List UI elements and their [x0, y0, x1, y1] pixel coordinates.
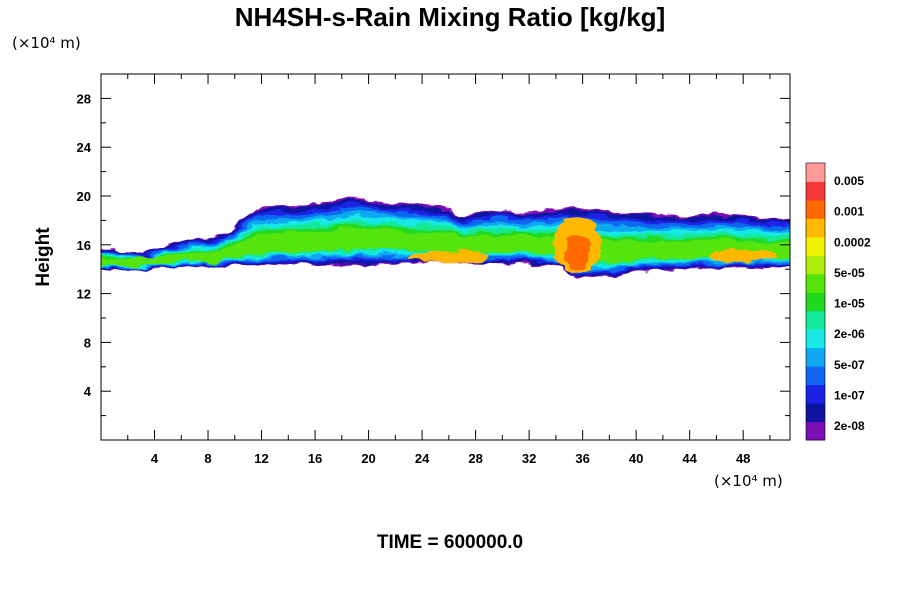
colorbar-swatch: [806, 421, 825, 441]
x-tick-label: 4: [151, 451, 159, 466]
colorbar-swatch: [806, 347, 825, 367]
x-tick-label: 20: [361, 451, 375, 466]
colorbar-label: 2e-08: [834, 419, 865, 433]
colorbar-swatch: [806, 292, 825, 312]
x-tick-label: 44: [682, 451, 697, 466]
colorbar-label: 5e-05: [834, 266, 865, 280]
y-tick-label: 28: [77, 91, 91, 106]
colorbar-label: 2e-06: [834, 327, 865, 341]
colorbar-label: 1e-07: [834, 388, 865, 402]
x-tick-label: 32: [522, 451, 536, 466]
x-tick-label: 40: [629, 451, 643, 466]
colorbar-label: 0.001: [834, 205, 864, 219]
y-tick-label: 12: [77, 287, 91, 302]
y-axis-label: Height: [33, 227, 54, 287]
x-tick-label: 36: [575, 451, 589, 466]
y-tick-label: 16: [77, 238, 91, 253]
colorbar-swatch: [806, 236, 825, 256]
x-tick-label: 24: [415, 451, 430, 466]
contour-band-8: [101, 227, 790, 267]
colorbar-label: 0.005: [834, 174, 864, 188]
colorbar-label: 0.0002: [834, 235, 871, 249]
colorbar-swatch: [806, 255, 825, 275]
chart-title: NH4SH-s-Rain Mixing Ratio [kg/kg]: [234, 2, 666, 32]
colorbar-frame: [805, 162, 826, 441]
colorbar-label: 1e-05: [834, 297, 865, 311]
x-tick-label: 48: [736, 451, 750, 466]
y-tick-label: 24: [77, 140, 92, 155]
contour-core-0: [408, 250, 489, 264]
contour-core-4: [130, 255, 166, 266]
contour-core-3: [709, 249, 777, 262]
x-axis-unit: (×10⁴ m): [714, 472, 783, 490]
y-tick-label: 8: [84, 335, 91, 350]
plot-frame: [100, 73, 791, 441]
colorbar-swatch: [806, 163, 825, 182]
colorbar-swatch: [806, 273, 825, 293]
colorbar-swatch: [806, 310, 825, 330]
y-axis-unit: (×10⁴ m): [12, 34, 81, 52]
colorbar-swatch: [806, 181, 825, 201]
y-tick-label: 4: [84, 384, 92, 399]
x-tick-label: 28: [468, 451, 482, 466]
y-tick-label: 20: [77, 189, 91, 204]
contour-layer: [101, 196, 790, 280]
mixing-ratio-field: [101, 196, 790, 280]
x-tick-label: 12: [254, 451, 268, 466]
colorbar: 2e-08 1e-07 5e-07 2e-06 1e-05 5e-05 0.0002 0.00…: [805, 162, 871, 441]
colorbar-swatch: [806, 218, 825, 238]
contour-core-2: [563, 235, 591, 270]
x-tick-label: 8: [204, 451, 211, 466]
colorbar-swatch: [806, 384, 825, 404]
contour-core-5: [191, 250, 225, 264]
colorbar-swatch: [806, 329, 825, 349]
colorbar-swatch: [806, 366, 825, 386]
colorbar-swatch: [806, 403, 825, 423]
time-label: TIME = 600000.0: [376, 532, 524, 553]
colorbar-swatch: [806, 199, 825, 219]
x-tick-label: 16: [308, 451, 322, 466]
colorbar-label: 5e-07: [834, 358, 865, 372]
